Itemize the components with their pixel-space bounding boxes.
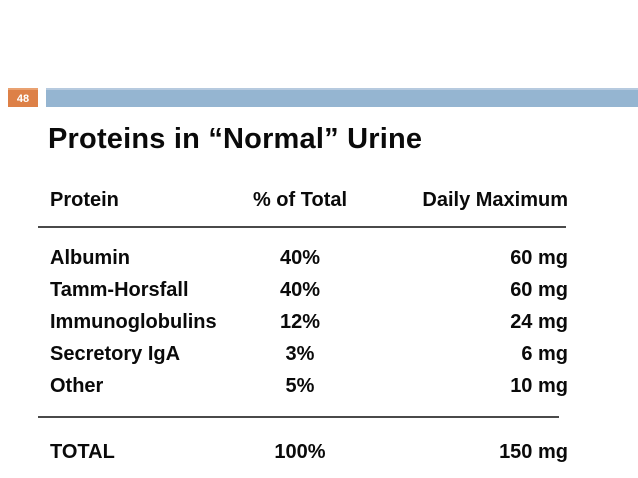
header-divider-line [38, 226, 566, 228]
table-row: Tamm-Horsfall 40% 60 mg [38, 274, 568, 306]
table-total-row: TOTAL 100% 150 mg [38, 436, 568, 468]
table-row: Albumin 40% 60 mg [38, 242, 568, 274]
total-label: TOTAL [50, 440, 115, 463]
cell-maximum: 6 mg [521, 342, 568, 365]
table-body: Albumin 40% 60 mg Tamm-Horsfall 40% 60 m… [38, 242, 568, 402]
column-header-daily-maximum: Daily Maximum [422, 188, 568, 211]
cell-percent: 3% [285, 342, 315, 365]
column-header-protein: Protein [50, 188, 119, 211]
table-row: Immunoglobulins 12% 24 mg [38, 306, 568, 338]
cell-percent: 12% [279, 310, 321, 333]
table-row: Other 5% 10 mg [38, 370, 568, 402]
column-header-percent-total: % of Total [252, 188, 348, 211]
total-maximum: 150 mg [499, 440, 568, 463]
total-divider-line [38, 416, 559, 418]
cell-protein: Secretory IgA [50, 342, 181, 365]
cell-maximum: 10 mg [510, 374, 568, 397]
cell-protein: Immunoglobulins [50, 310, 217, 333]
slide-title: Proteins in “Normal” Urine [48, 123, 423, 155]
table-header-row: Protein % of Total Daily Maximum [38, 186, 568, 214]
cell-percent: 40% [279, 278, 321, 301]
cell-maximum: 60 mg [510, 278, 568, 301]
cell-maximum: 24 mg [510, 310, 568, 333]
cell-percent: 5% [285, 374, 315, 397]
cell-protein: Tamm-Horsfall [50, 278, 189, 301]
total-percent: 100% [274, 440, 326, 463]
cell-protein: Other [50, 374, 104, 397]
cell-protein: Albumin [50, 246, 130, 269]
proteins-table: Protein % of Total Daily Maximum Albumin… [38, 186, 568, 468]
page-number-badge: 48 [8, 88, 38, 107]
cell-percent: 40% [279, 246, 321, 269]
cell-maximum: 60 mg [510, 246, 568, 269]
table-row: Secretory IgA 3% 6 mg [38, 338, 568, 370]
header-band [46, 88, 638, 107]
